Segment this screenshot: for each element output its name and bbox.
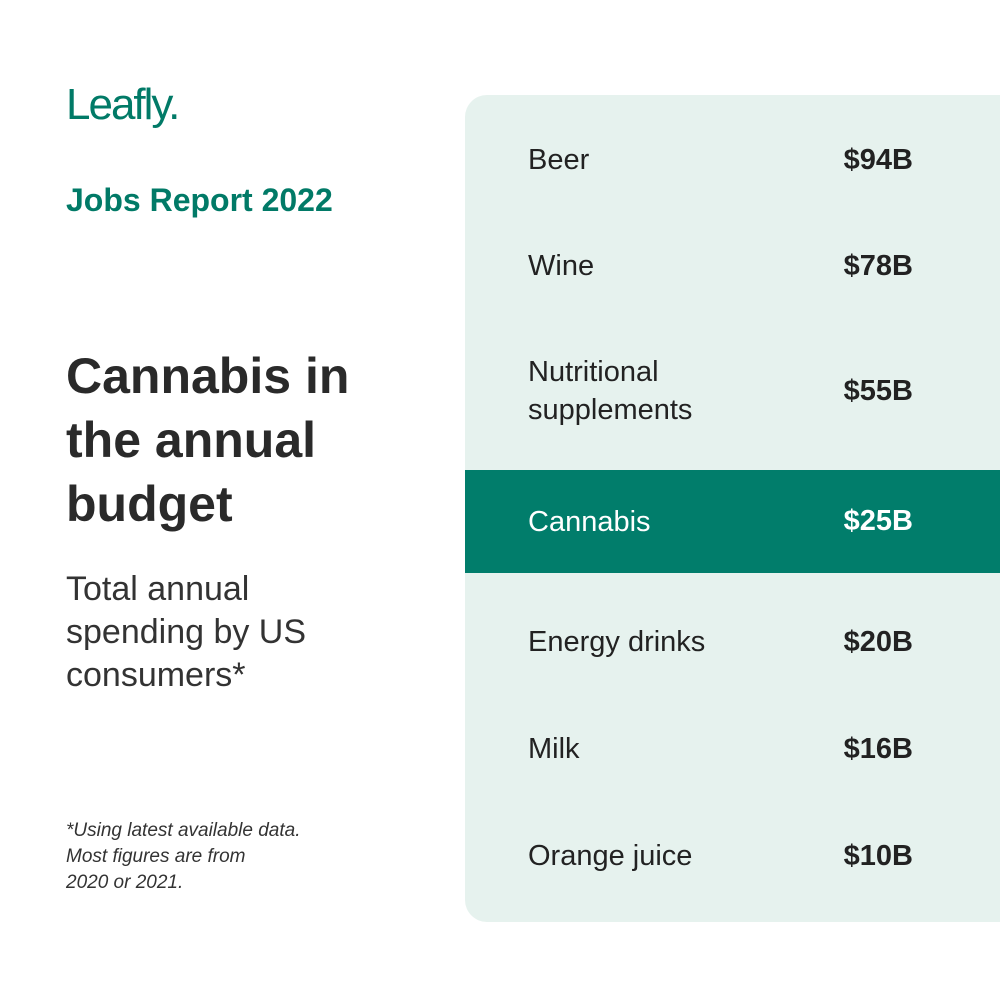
row-label: Energy drinks xyxy=(528,626,706,658)
row-value: $16B xyxy=(843,732,913,765)
row-label: Milk xyxy=(528,733,580,765)
row-label: Beer xyxy=(528,144,590,176)
row-value: $10B xyxy=(843,839,913,872)
table-row: Beer $94B xyxy=(465,125,1000,195)
page-title: Cannabis in the annual budget xyxy=(66,348,350,532)
row-value: $78B xyxy=(843,249,913,282)
table-row: Wine $78B xyxy=(465,231,1000,301)
row-value: $94B xyxy=(843,143,913,176)
row-value: $20B xyxy=(843,625,913,658)
table-row: Cannabis $25B xyxy=(465,470,1000,573)
table-row: Nutritional supplements $55B xyxy=(465,335,1000,447)
table-row: Orange juice $10B xyxy=(465,821,1000,891)
table-row: Milk $16B xyxy=(465,714,1000,784)
row-label: Nutritional supplements xyxy=(528,356,693,426)
leafly-logo: Leafly. xyxy=(66,80,180,129)
row-label: Wine xyxy=(528,250,595,282)
subtitle: Total annual spending by US consumers* xyxy=(66,570,307,694)
footnote: *Using latest available data. Most figur… xyxy=(66,820,301,893)
row-label: Cannabis xyxy=(528,505,651,538)
row-value: $55B xyxy=(843,374,913,407)
report-label: Jobs Report 2022 xyxy=(66,182,333,218)
row-value: $25B xyxy=(843,505,913,537)
table-row: Energy drinks $20B xyxy=(465,607,1000,677)
row-label: Orange juice xyxy=(528,840,693,872)
